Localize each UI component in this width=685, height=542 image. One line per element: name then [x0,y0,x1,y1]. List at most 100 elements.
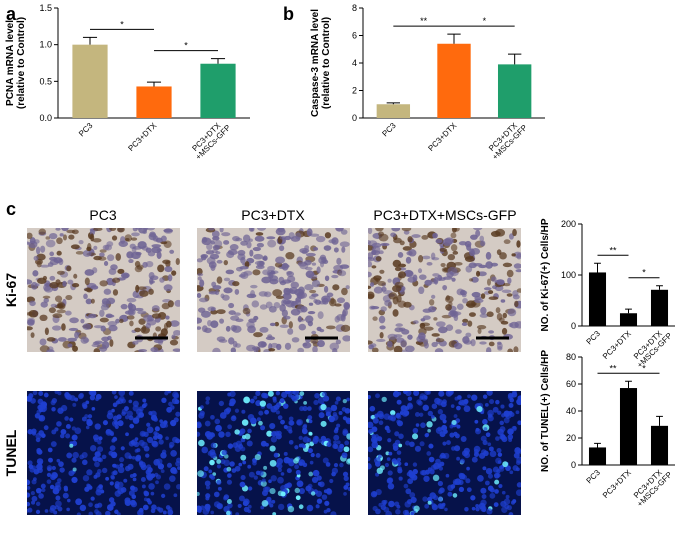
nucleus [467,394,471,399]
nucleus [223,277,231,282]
nucleus [310,453,315,458]
nucleus [164,391,169,396]
bar [72,44,108,118]
nucleus [71,476,78,484]
nucleus [206,243,213,251]
nucleus [115,318,120,324]
nucleus [204,480,211,487]
nucleus [488,330,495,334]
nucleus [439,487,445,494]
nucleus [85,425,90,430]
nucleus [71,229,79,235]
nucleus [321,391,327,397]
nucleus [281,299,287,306]
nucleus [375,488,382,496]
nucleus [396,450,402,455]
nucleus [376,467,384,475]
nucleus [371,265,377,269]
nucleus [489,399,495,405]
nucleus [309,460,314,465]
nucleus [318,256,327,264]
nucleus [225,325,231,332]
nucleus [155,480,159,485]
nucleus [345,285,350,290]
nucleus [309,289,317,294]
nucleus [128,415,134,421]
nucleus [132,477,137,482]
nucleus [487,442,492,447]
nucleus [418,274,427,281]
nucleus [502,262,513,268]
nucleus [403,301,412,308]
nucleus [303,401,308,405]
nucleus [27,317,36,325]
nucleus [475,506,480,512]
nucleus [153,431,158,436]
nucleus [130,499,136,506]
nucleus [210,442,217,449]
nucleus [149,277,154,285]
nucleus [265,301,273,309]
nucleus [413,391,420,397]
nucleus [445,473,450,478]
nucleus [278,245,285,252]
nucleus [405,256,412,264]
nucleus [314,435,319,440]
nucleus [509,233,514,240]
nucleus [506,269,514,278]
nucleus [151,313,162,319]
nucleus [258,470,264,476]
nucleus [272,289,283,297]
nucleus [33,239,40,244]
nucleus [493,502,499,507]
nucleus [171,270,177,276]
nucleus [247,413,255,421]
nucleus [50,441,57,448]
nucleus [67,343,73,348]
nucleus [96,469,102,474]
nucleus [342,335,350,342]
nucleus [291,337,300,343]
nucleus [88,391,94,396]
nucleus [509,470,514,475]
nucleus [387,483,395,490]
nucleus [61,323,66,331]
micrograph [197,391,350,515]
nucleus [406,471,412,477]
nucleus [341,246,346,253]
nucleus [28,310,39,318]
nucleus [260,341,266,347]
nucleus [46,479,52,484]
nucleus [244,261,250,268]
nucleus [170,450,177,457]
panel-label: a [6,4,17,24]
nucleus [166,462,172,468]
nucleus [253,347,259,352]
nucleus [46,472,52,478]
nucleus [91,407,96,411]
nucleus [458,486,465,492]
nucleus [265,336,276,341]
nucleus [53,510,58,515]
nucleus [330,404,338,412]
nucleus [317,397,325,404]
nucleus [400,339,407,348]
y-axis-label: (relative to Control) [16,17,27,109]
nucleus [414,445,422,452]
nucleus [284,483,290,489]
nucleus [449,432,455,438]
nucleus [115,464,120,469]
nucleus [102,244,110,251]
nucleus [269,503,274,508]
nucleus [282,292,292,301]
nucleus [372,505,378,512]
nucleus [336,423,341,428]
image-column-label: PC3+DTX+MSCs-GFP [373,207,516,223]
nucleus [387,333,398,340]
nucleus [287,393,293,398]
nucleus [268,479,272,484]
nucleus [200,254,207,261]
nucleus [244,433,251,440]
nucleus [35,501,41,507]
nucleus [368,446,374,453]
